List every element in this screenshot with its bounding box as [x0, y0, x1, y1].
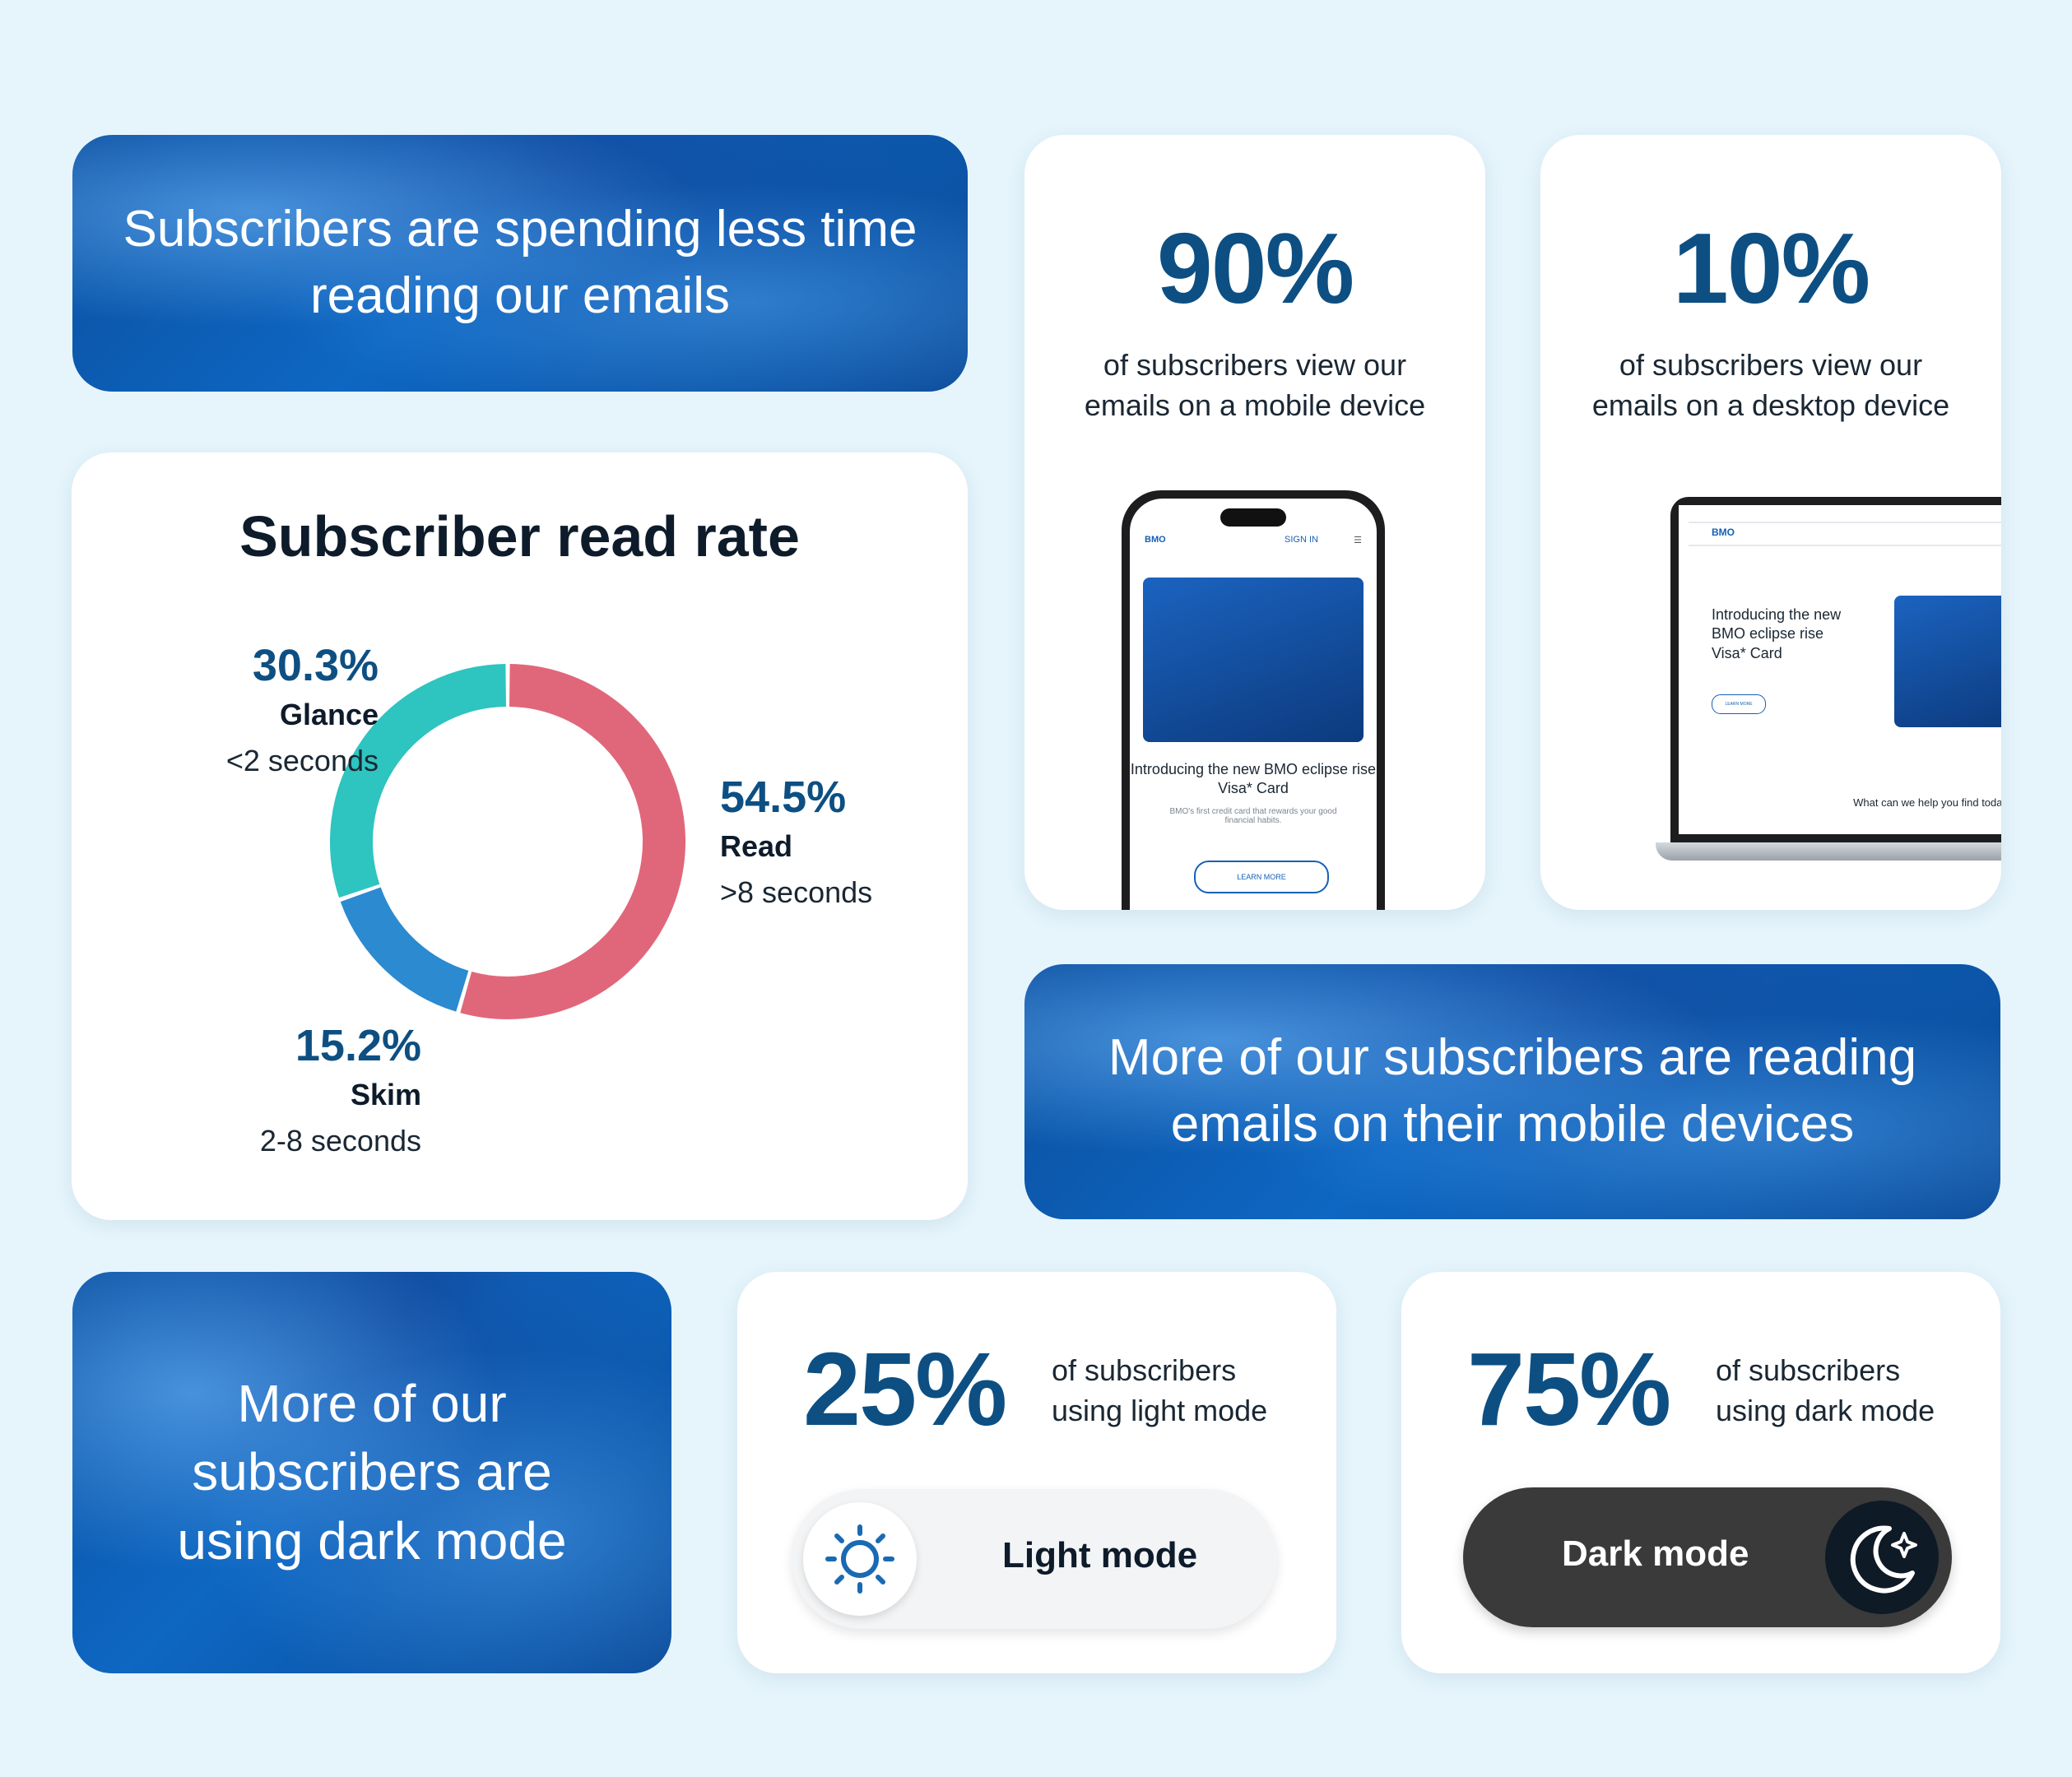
label-glance: 30.3% Glance <2 seconds [226, 640, 379, 778]
label-read: 54.5% Read >8 seconds [720, 772, 872, 910]
phone-notch [1220, 508, 1286, 527]
dark-mode-card: 75% of subscribers using dark mode Dark … [1401, 1272, 2000, 1673]
dark-mode-toggle[interactable]: Dark mode [1463, 1487, 1952, 1627]
mobile-stat-card: 90% of subscribers view our emails on a … [1024, 135, 1485, 910]
laptop-learn-more-button: LEARN MORE [1712, 694, 1766, 714]
donut-slice-glance [330, 664, 507, 898]
light-mode-toggle-label: Light mode [1002, 1535, 1198, 1575]
light-mode-toggle[interactable]: Light mode [792, 1489, 1277, 1629]
desktop-stat-desc: of subscribers view our emails on a desk… [1591, 348, 1950, 422]
laptop-mockup: BMO Introducing the new BMO eclipse rise… [1670, 497, 2001, 842]
read-pct: 54.5% [720, 773, 847, 822]
phone-sign-in: SIGN IN [1285, 535, 1318, 545]
phone-mockup: BMO SIGN IN ☰ Introducing the new BMO ec… [1122, 490, 1385, 910]
skim-name: Skim [350, 1078, 421, 1111]
banner-mobile-devices: More of our subscribers are reading emai… [1024, 964, 2000, 1219]
laptop-headline: Introducing the new BMO eclipse rise Vis… [1712, 606, 1842, 661]
donut-slice-read [460, 664, 685, 1019]
dark-mode-desc: of subscribers using dark mode [1716, 1353, 1935, 1427]
phone-small-text: BMO's first credit card that rewards you… [1169, 807, 1337, 825]
phone-caption: Introducing the new BMO eclipse rise Vis… [1130, 761, 1377, 797]
banner-text: More of our subscribers are reading emai… [1108, 1029, 1917, 1153]
laptop-base [1656, 842, 2001, 861]
phone-brand-logo: BMO [1145, 535, 1166, 545]
dark-mode-value: 75% [1467, 1331, 1671, 1447]
mobile-stat-desc: of subscribers view our emails on a mobi… [1084, 348, 1426, 422]
donut-slice-skim [340, 886, 469, 1012]
banner-dark-mode: More of our subscribers are using dark m… [72, 1272, 671, 1673]
light-mode-value: 25% [803, 1331, 1007, 1447]
read-range: >8 seconds [720, 875, 873, 909]
glance-range: <2 seconds [225, 744, 379, 777]
banner-text: More of our subscribers are using dark m… [177, 1374, 567, 1571]
light-mode-card: 25% of subscribers using light mode Ligh… [737, 1272, 1336, 1673]
glance-name: Glance [279, 698, 379, 731]
light-mode-desc: of subscribers using light mode [1052, 1353, 1268, 1427]
phone-hero-image [1143, 578, 1364, 742]
banner-text: Subscribers are spending less time readi… [123, 201, 918, 324]
laptop-hero-image [1894, 596, 2001, 727]
laptop-help-text: What can we help you find today [1853, 796, 2001, 809]
glance-pct: 30.3% [252, 641, 379, 690]
skim-range: 2-8 seconds [259, 1124, 421, 1158]
read-rate-chart-card: Subscriber read rate 30.3% Glance <2 sec… [72, 452, 968, 1220]
desktop-stat-value: 10% [1672, 212, 1870, 324]
read-name: Read [720, 829, 793, 863]
desktop-stat-card: 10% of subscribers view our emails on a … [1540, 135, 2001, 910]
menu-icon: ☰ [1354, 536, 1362, 545]
banner-spending-less-time: Subscribers are spending less time readi… [72, 135, 968, 392]
moon-icon [1825, 1501, 1939, 1614]
label-skim: 15.2% Skim 2-8 seconds [260, 1020, 421, 1158]
mobile-stat-value: 90% [1156, 212, 1354, 324]
dark-mode-toggle-label: Dark mode [1562, 1533, 1749, 1574]
chart-title: Subscriber read rate [239, 504, 800, 568]
laptop-brand-logo: BMO [1712, 527, 1735, 538]
phone-learn-more-button: LEARN MORE [1194, 861, 1329, 893]
skim-pct: 15.2% [295, 1021, 421, 1070]
sun-icon [803, 1502, 917, 1616]
read-rate-donut-chart [330, 664, 685, 1019]
